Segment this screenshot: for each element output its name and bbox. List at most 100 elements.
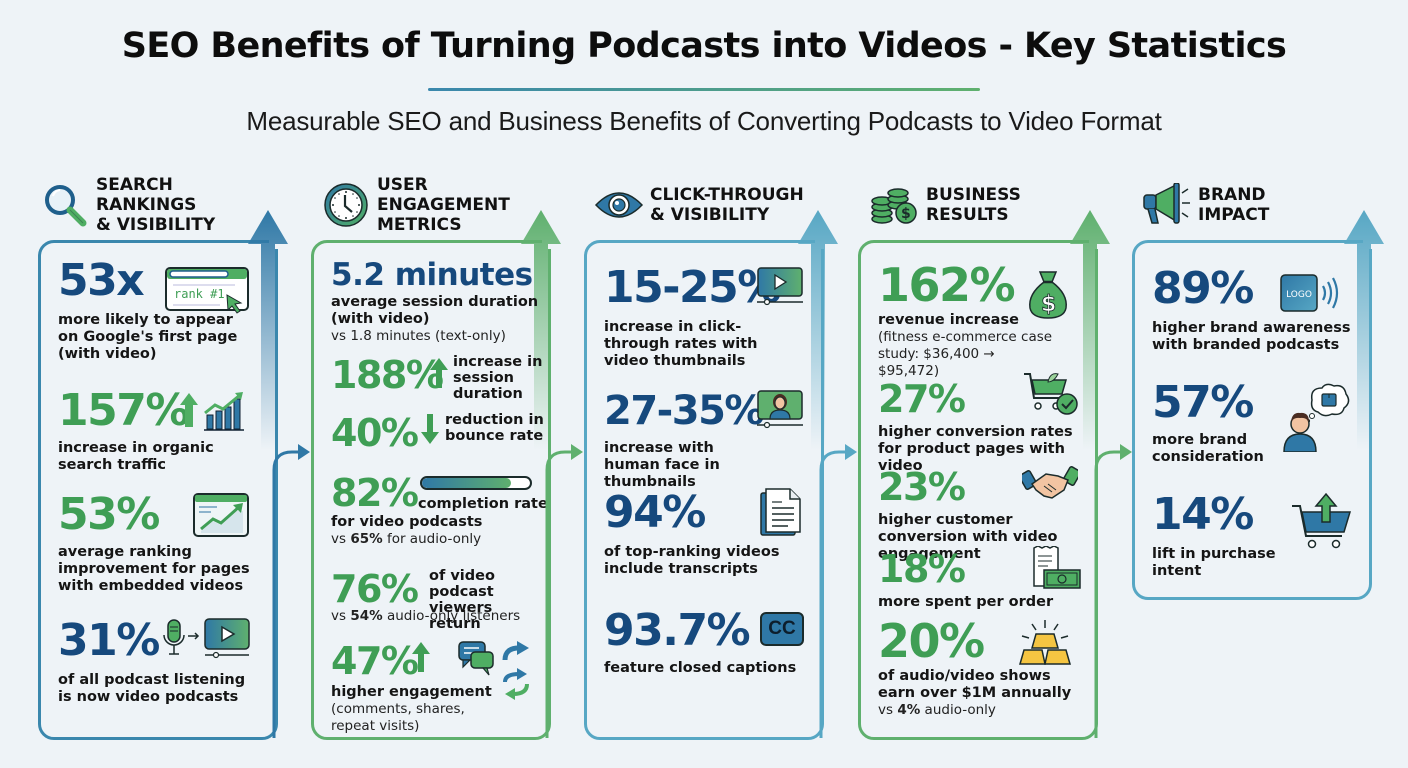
mic-to-video-icon [161,618,255,666]
svg-text:$: $ [1041,292,1056,317]
stat-value: 93.7% [604,605,751,656]
stat-description: revenue increase [878,312,1019,328]
stat-15-25: 15-25% increase in click-through rates w… [604,265,819,370]
stat-comparison: vs 54% audio-only listeners [331,608,521,624]
stat-value: 23% [878,465,966,509]
transcript-document-icon [760,488,802,542]
stat-53pct: 53% average ranking improvement for page… [58,492,273,595]
stat-value: 76% [331,567,419,611]
logo-broadcast-icon: LOGO [1280,274,1346,318]
stat-value: 57% [1152,377,1254,428]
stat-description: more spent per order [878,594,1054,610]
rank-1-browser-icon: rank #1 [165,267,251,319]
chat-share-repeat-icon [457,640,533,704]
stat-value: 157% [58,385,189,436]
column-header: CLICK-THROUGH & VISIBILITY [594,170,804,240]
stat-23: 23% higher customer conversion with vide… [878,464,1093,563]
stat-94: 94% of top-ranking videos include transc… [604,490,819,578]
stat-27-35: 27-35% increase with human face in thumb… [604,388,819,491]
stat-description: average ranking improvement for pages wi… [58,544,250,594]
stat-value: 94% [604,487,706,538]
column-brand-impact: BRAND IMPACT 89% higher brand awareness … [1132,170,1402,610]
stat-description: higher customer conversion with video en… [878,512,1058,562]
stat-description: of video podcast viewers return [429,568,495,632]
handshake-icon [1018,464,1082,506]
stat-description: higher conversion rates for product page… [878,424,1073,474]
stat-value: 162% [878,258,1016,312]
stat-value: 53x [58,255,145,306]
page-subtitle: Measurable SEO and Business Benefits of … [246,106,1162,136]
stat-description: increase in session duration [453,354,543,402]
trend-window-icon [193,493,249,543]
flow-connector-arrow [819,444,857,738]
stat-description: completion rate [418,496,548,512]
stat-comparison: (fitness e-commerce case study: $36,400 … [878,329,1053,379]
stat-value: 14% [1152,489,1254,540]
progress-bar-icon [420,476,532,490]
stat-93-7: 93.7% feature closed captions [604,608,819,677]
column-title: USER ENGAGEMENT METRICS [377,175,510,235]
column-title: BUSINESS RESULTS [926,185,1021,225]
face-thumbnail-icon [756,390,804,434]
column-click-through: CLICK-THROUGH & VISIBILITY 15-25% increa… [584,170,854,740]
stat-description: reduction in bounce rate [445,412,544,444]
gold-bars-icon [1016,620,1074,670]
stat-value: 89% [1152,263,1254,314]
stat-82: 82% for video podcasts vs 65% for audio-… [331,470,546,548]
stat-comparison: vs 1.8 minutes (text-only) [331,328,506,344]
cart-upload-icon [1292,492,1352,556]
flow-connector-arrow [1094,444,1132,738]
stat-157: 157% increase in organic search traffic [58,388,273,474]
stat-57: 57% more brand consideration [1152,380,1367,466]
stat-comparison: vs 65% for audio-only [331,531,482,547]
stat-description: of top-ranking videos include transcript… [604,544,780,577]
title-divider [428,88,980,91]
up-arrow-icon [1344,210,1384,450]
coins-icon: $ [870,180,920,230]
closed-captions-icon: CC [760,612,804,646]
stat-description: increase in click-through rates with vid… [604,319,758,369]
stat-value: 27-35% [604,388,765,434]
stat-description: average session duration (with video) [331,294,539,327]
stat-5-2-minutes: 5.2 minutes average session duration (wi… [331,258,551,345]
column-user-engagement: USER ENGAGEMENT METRICS 5.2 minutes aver… [311,170,581,740]
megaphone-icon [1142,180,1192,230]
stat-value: 5.2 minutes [331,257,533,293]
column-header: BRAND IMPACT [1142,170,1269,240]
column-header: USER ENGAGEMENT METRICS [321,170,510,240]
stat-value: 47% [331,639,419,683]
column-business-results: $ BUSINESS RESULTS 162% revenue increase… [858,170,1128,740]
stat-47: 47% higher engagement (comments, shares,… [331,638,546,735]
stat-description: increase with human face in thumbnails [604,440,720,490]
stat-20: 20% of audio/video shows earn over $1M a… [878,618,1093,719]
page-title: SEO Benefits of Turning Podcasts into Vi… [121,26,1287,66]
stat-40: 40% [331,410,546,456]
receipt-cash-icon [1032,545,1082,596]
stat-description: feature closed captions [604,660,797,676]
stat-description: more likely to appear on Google's first … [58,312,238,362]
stat-value: 31% [58,615,160,666]
stat-89: 89% higher brand awareness with branded … [1152,266,1367,354]
stat-value: 18% [878,547,966,591]
stat-value: 20% [878,614,985,668]
magnifier-icon [40,180,90,230]
stat-description: of all podcast listening is now video po… [58,672,246,705]
up-arrow-icon [430,358,448,388]
stat-18: 18% more spent per order [878,546,1093,611]
up-arrow-icon [412,642,430,672]
stat-description: higher engagement [331,684,492,700]
stat-value: 15-25% [604,262,781,313]
stat-description: more brand consideration [1152,432,1264,465]
up-arrow-icon [1070,210,1110,450]
person-thinking-icon [1282,382,1352,456]
stat-comparison: vs 4% audio-only [878,702,996,718]
column-title: BRAND IMPACT [1198,185,1270,225]
clock-icon [321,180,371,230]
stat-value: 27% [878,377,966,421]
video-thumbnail-icon [756,267,804,311]
flow-connector-arrow [272,444,310,738]
stat-31: 31% of all podcast listening is now vide… [58,618,273,706]
stat-188: 188% [331,352,546,398]
stat-comparison: (comments, shares, repeat visits) [331,701,465,734]
cart-check-icon [1022,370,1078,420]
